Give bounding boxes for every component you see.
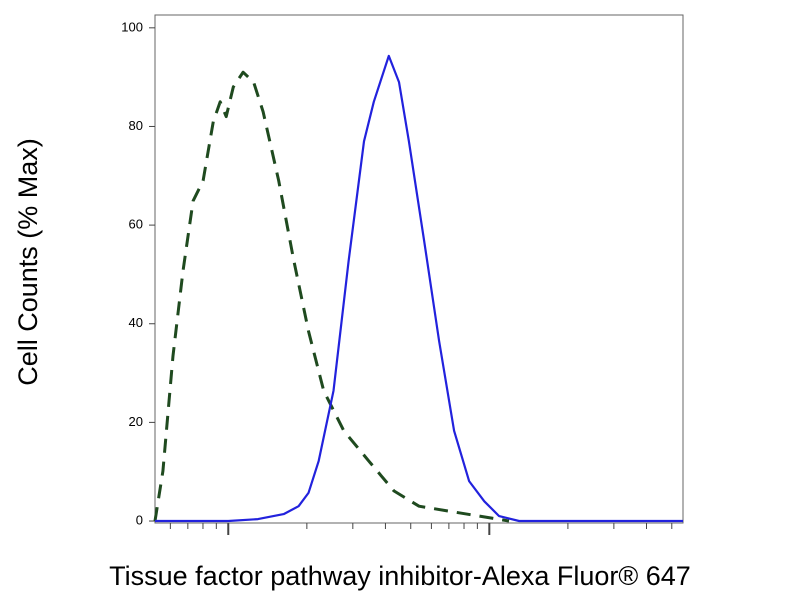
series-line [153,70,510,523]
y-tick-label: 20 [129,414,143,429]
y-axis-label: Cell Counts (% Max) [13,138,43,386]
y-tick-label: 100 [121,19,143,34]
y-tick-label: 0 [136,512,143,527]
y-tick-label: 60 [129,217,143,232]
plot-frame [154,14,684,524]
y-tick-label: 80 [129,118,143,133]
series-line [155,54,683,523]
y-tick-label: 40 [129,315,143,330]
x-axis-label: Tissue factor pathway inhibitor-Alexa Fl… [109,561,691,591]
